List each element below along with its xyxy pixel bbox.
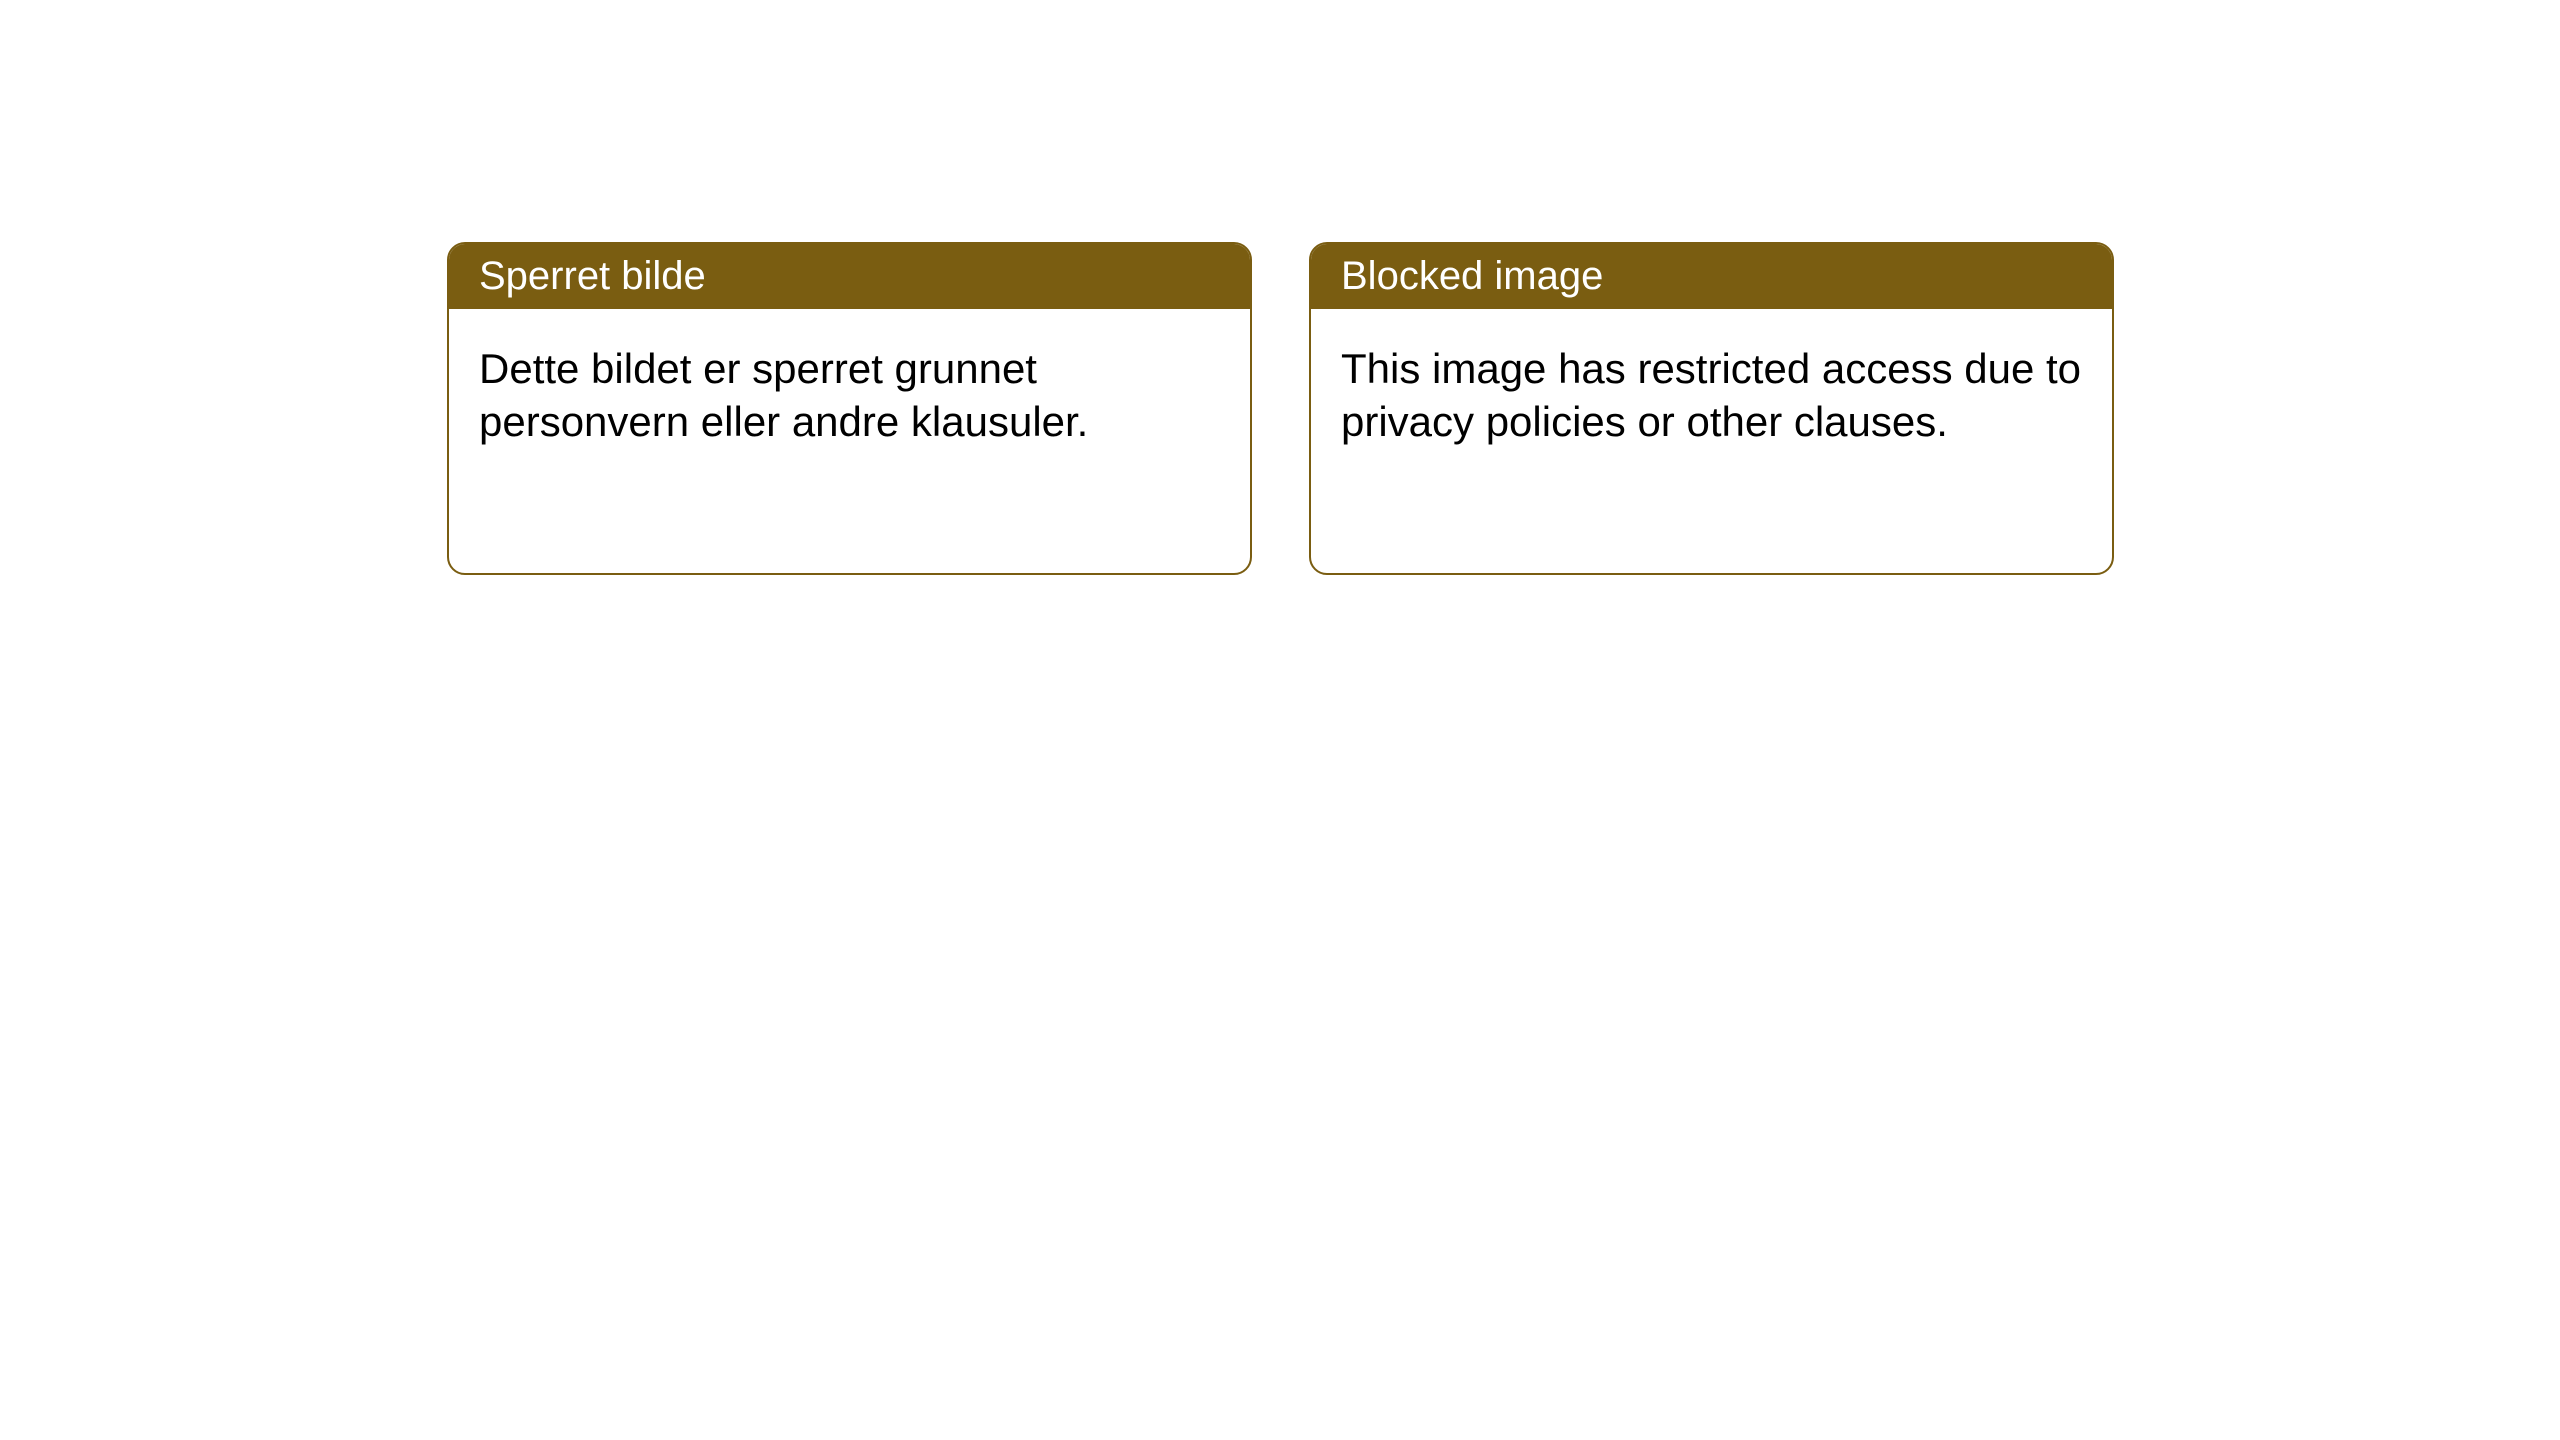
card-body: This image has restricted access due to … bbox=[1311, 309, 2112, 482]
notice-card-norwegian: Sperret bilde Dette bildet er sperret gr… bbox=[447, 242, 1252, 575]
card-body: Dette bildet er sperret grunnet personve… bbox=[449, 309, 1250, 482]
notice-cards-container: Sperret bilde Dette bildet er sperret gr… bbox=[0, 0, 2560, 575]
card-title: Blocked image bbox=[1341, 254, 1603, 298]
card-body-text: This image has restricted access due to … bbox=[1341, 345, 2081, 445]
card-header: Blocked image bbox=[1311, 244, 2112, 309]
card-header: Sperret bilde bbox=[449, 244, 1250, 309]
card-body-text: Dette bildet er sperret grunnet personve… bbox=[479, 345, 1088, 445]
card-title: Sperret bilde bbox=[479, 254, 706, 298]
notice-card-english: Blocked image This image has restricted … bbox=[1309, 242, 2114, 575]
